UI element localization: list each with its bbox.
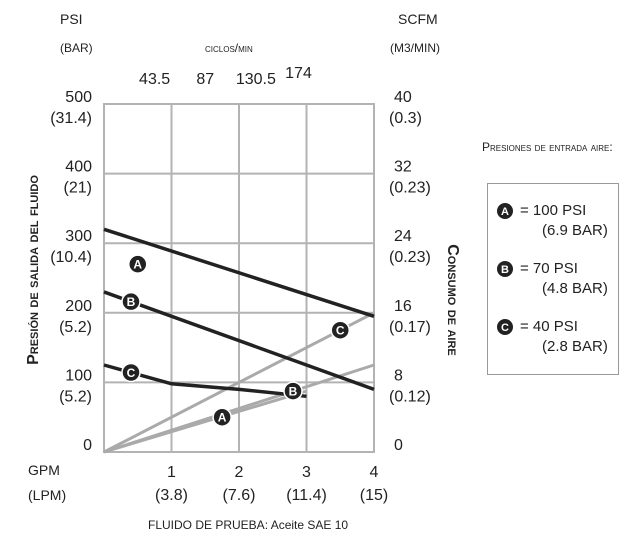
svg-text:A: A	[501, 206, 509, 218]
legend-marker-a: A	[497, 203, 513, 219]
marker-label: B	[127, 295, 136, 309]
right-tick-m3: (0.3)	[389, 110, 422, 127]
left-axis-title: Presión de salida del fluido	[25, 175, 42, 365]
bottom-tick-gpm: 2	[235, 464, 244, 481]
chart-grid	[103, 103, 375, 453]
legend-marker-c: C	[497, 319, 513, 335]
marker-b: B	[283, 381, 303, 401]
marker-circle	[121, 291, 141, 312]
bottom-unit-gpm: GPM	[28, 462, 60, 478]
air-consumption-lines	[103, 311, 375, 454]
left-tick-psi: 500	[65, 89, 92, 106]
bottom-tick-lpm: (15)	[360, 487, 388, 504]
right-tick-m3: (0.12)	[389, 388, 431, 405]
legend-pressure-psi: = 100 PSI	[520, 202, 587, 219]
curve-markers: A B C A B C	[121, 254, 350, 427]
left-tick-psi: 100	[65, 367, 92, 384]
bottom-tick-gpm: 1	[167, 464, 176, 481]
top-tick-label: 43.5	[139, 71, 170, 88]
marker-b: B	[121, 291, 141, 312]
marker-circle	[121, 362, 141, 383]
marker-label: A	[133, 258, 142, 272]
left-tick-bar: (21)	[64, 180, 92, 197]
svg-text:C: C	[501, 322, 509, 334]
svg-text:B: B	[501, 264, 509, 276]
axis-tick-labels: 500(31.4)400(21)300(10.4)200(5.2)100(5.2…	[50, 65, 431, 504]
right-axis-title: Consumo de aire	[444, 244, 461, 356]
bottom-tick-lpm: (3.8)	[155, 487, 188, 504]
right-tick-scfm: 32	[394, 159, 412, 176]
right-unit-scfm: SCFM	[398, 11, 438, 27]
top-tick-label: 130.5	[236, 71, 276, 88]
marker-label: A	[218, 411, 227, 425]
pressure-line-a	[103, 227, 375, 318]
right-tick-scfm: 24	[394, 228, 412, 245]
marker-label: C	[127, 366, 136, 380]
left-tick-bar: (5.2)	[59, 319, 92, 336]
left-tick-bar: (31.4)	[50, 110, 92, 127]
legend-pressure-bar: (2.8 BAR)	[542, 338, 608, 355]
right-tick-scfm: 0	[394, 437, 403, 454]
right-tick-m3: (0.23)	[389, 249, 431, 266]
bottom-tick-lpm: (11.4)	[286, 487, 327, 504]
right-tick-m3: (0.17)	[389, 319, 431, 336]
marker-a: A	[212, 407, 232, 427]
left-tick-bar: (5.2)	[59, 388, 92, 405]
right-unit-m3: (M3/MIN)	[390, 41, 440, 55]
marker-circle	[128, 254, 148, 274]
top-tick-label: 174	[285, 65, 312, 82]
legend: A = 100 PSI (6.9 BAR) B = 70 PSI (4.8 BAR) C = …	[487, 183, 619, 375]
marker-a: A	[128, 254, 148, 274]
air-line-b	[103, 363, 375, 454]
right-tick-scfm: 8	[394, 367, 403, 384]
legend-pressure-bar: (4.8 BAR)	[542, 280, 608, 297]
chart-footer: FLUIDO DE PRUEBA: Aceite SAE 10	[148, 518, 348, 532]
right-tick-scfm: 40	[394, 89, 412, 106]
left-unit-psi: PSI	[60, 11, 83, 27]
left-tick-psi: 200	[65, 298, 92, 315]
marker-label: B	[289, 385, 298, 399]
legend-marker-b: B	[497, 261, 513, 277]
legend-pressure-psi: = 70 PSI	[520, 260, 578, 277]
bottom-tick-gpm: 3	[302, 464, 311, 481]
marker-circle	[212, 407, 232, 427]
left-tick-bar: (10.4)	[50, 249, 92, 266]
pressure-line-b	[103, 290, 375, 392]
bottom-tick-lpm: (7.6)	[223, 487, 256, 504]
marker-c: C	[330, 320, 350, 340]
bottom-tick-gpm: 4	[370, 464, 379, 481]
air-line-c	[103, 311, 375, 454]
left-tick-psi: 0	[83, 437, 92, 454]
legend-title: Presiones de entrada aire:	[482, 140, 613, 154]
right-tick-scfm: 16	[394, 298, 412, 315]
left-tick-psi: 300	[65, 228, 92, 245]
legend-pressure-bar: (6.9 BAR)	[542, 222, 608, 239]
marker-label: C	[336, 324, 345, 338]
legend-pressure-psi: = 40 PSI	[520, 318, 578, 335]
marker-circle	[283, 381, 303, 401]
left-unit-bar: (BAR)	[60, 41, 93, 55]
top-axis-label: ciclos/min	[205, 41, 253, 55]
marker-circle	[330, 320, 350, 340]
top-tick-label: 87	[196, 71, 214, 88]
bottom-unit-lpm: (LPM)	[28, 487, 66, 503]
marker-c: C	[121, 362, 141, 383]
right-tick-m3: (0.23)	[389, 180, 431, 197]
left-tick-psi: 400	[65, 159, 92, 176]
